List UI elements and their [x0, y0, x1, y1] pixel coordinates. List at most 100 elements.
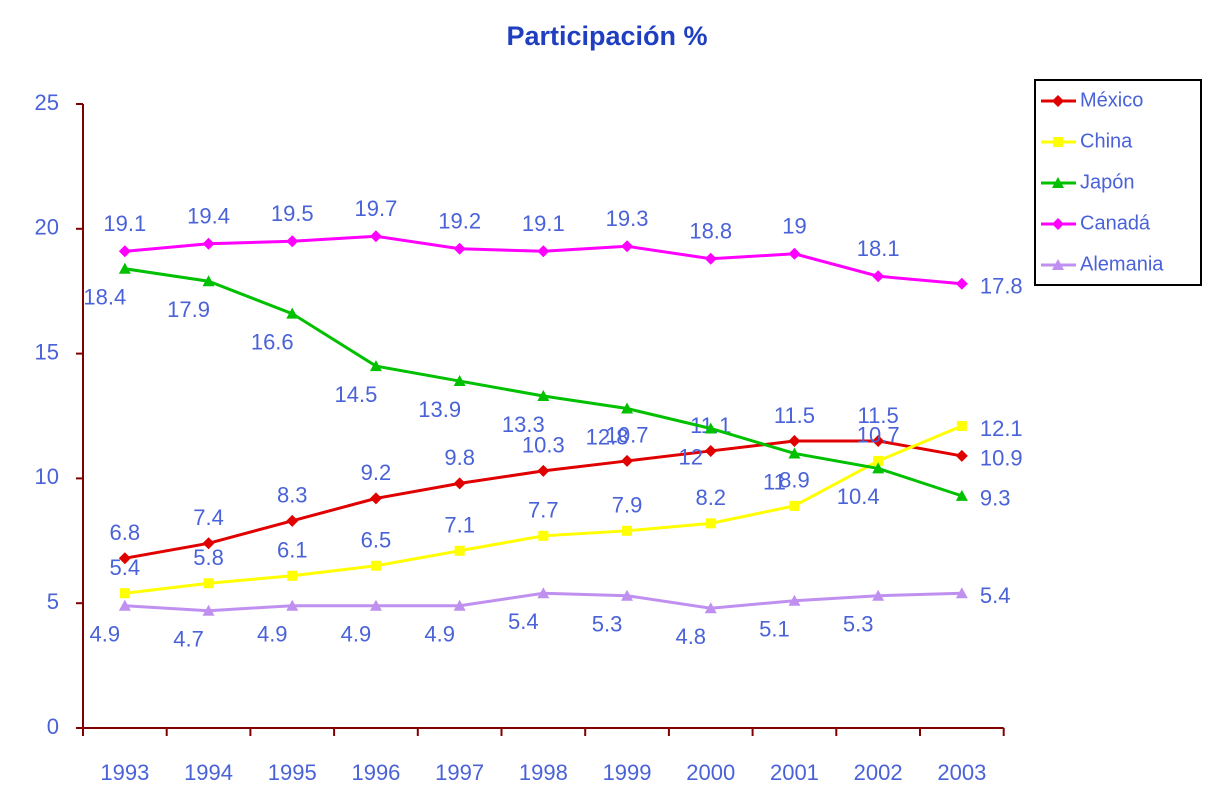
legend-label: Canadá	[1080, 212, 1151, 234]
point	[621, 402, 634, 414]
point	[873, 455, 884, 466]
data-label: 10.3	[522, 433, 565, 458]
point	[872, 434, 885, 447]
data-label: 7.9	[612, 493, 643, 518]
data-label: 19.2	[438, 209, 481, 234]
point	[369, 492, 382, 505]
legend-label: Japón	[1080, 171, 1135, 193]
point	[454, 545, 465, 556]
point	[286, 514, 299, 527]
data-label: 8.9	[779, 468, 810, 493]
data-label: 5.3	[592, 612, 623, 637]
point	[203, 578, 214, 589]
point	[119, 588, 130, 599]
data-label: 13.3	[502, 412, 545, 437]
point	[704, 252, 717, 265]
data-label: 14.5	[335, 382, 378, 407]
x-tick-label: 2001	[770, 760, 819, 785]
data-label: 8.2	[695, 485, 726, 510]
data-label: 4.9	[424, 622, 455, 647]
data-label: 10.7	[606, 423, 649, 448]
point	[872, 589, 885, 601]
point	[286, 235, 299, 248]
data-label: 5.4	[980, 583, 1011, 608]
data-label: 4.7	[173, 627, 204, 652]
x-tick-label: 1998	[519, 760, 568, 785]
point	[202, 275, 215, 287]
data-label: 12.8	[586, 424, 629, 449]
point	[286, 307, 299, 319]
point	[202, 237, 215, 250]
data-label: 9.2	[361, 460, 392, 485]
point	[704, 602, 717, 614]
point	[118, 599, 131, 611]
x-tick-label: 1993	[100, 760, 149, 785]
point	[453, 242, 466, 255]
data-label: 19.3	[606, 206, 649, 231]
point	[955, 449, 968, 462]
point	[1052, 177, 1064, 188]
data-label: 4.9	[341, 622, 372, 647]
point	[622, 525, 633, 536]
data-label: 4.8	[675, 624, 706, 649]
data-label: 13.9	[418, 397, 461, 422]
x-tick-label: 1994	[184, 760, 233, 785]
x-tick-label: 2000	[686, 760, 735, 785]
point	[286, 599, 299, 611]
point	[287, 570, 298, 581]
data-label: 10.9	[980, 446, 1023, 471]
data-label: 19.5	[271, 201, 314, 226]
data-label: 12.1	[980, 416, 1023, 441]
data-label: 6.8	[110, 520, 141, 545]
data-label: 5.1	[759, 617, 790, 642]
point	[621, 589, 634, 601]
legend-label: China	[1080, 130, 1133, 152]
x-tick-label: 1999	[603, 760, 652, 785]
point	[704, 422, 717, 434]
data-label: 5.4	[508, 609, 539, 634]
data-label: 5.4	[110, 555, 141, 580]
y-tick-label: 0	[47, 714, 59, 739]
point	[453, 375, 466, 387]
point	[955, 587, 968, 599]
data-label: 19	[782, 214, 806, 239]
y-tick-label: 5	[47, 589, 59, 614]
line	[124, 234, 962, 286]
data-label: 19.7	[355, 196, 398, 221]
data-label: 11	[763, 469, 786, 494]
data-label: 6.1	[277, 538, 308, 563]
point	[118, 262, 131, 274]
point	[453, 477, 466, 490]
data-label: 17.9	[167, 297, 210, 322]
x-tick-label: 2003	[937, 760, 986, 785]
point	[1052, 218, 1064, 230]
y-tick-label: 15	[35, 339, 59, 364]
data-label: 18.8	[689, 219, 732, 244]
point	[537, 245, 550, 258]
data-label: 4.9	[90, 622, 121, 647]
data-label: 4.9	[257, 622, 288, 647]
point	[537, 587, 550, 599]
data-label: 9.8	[444, 445, 475, 470]
data-label: 17.8	[980, 274, 1023, 299]
point	[118, 552, 131, 565]
point	[369, 360, 382, 372]
point	[956, 420, 967, 431]
data-label: 16.6	[251, 329, 294, 354]
data-label: 18.1	[857, 236, 900, 261]
x-tick-label: 1995	[268, 760, 317, 785]
point	[1052, 95, 1064, 107]
point	[789, 500, 800, 511]
data-label: 19.1	[103, 211, 146, 236]
data-label: 9.3	[980, 486, 1011, 511]
data-label: 5.8	[193, 545, 224, 570]
line	[124, 267, 963, 498]
data-label: 11.5	[858, 403, 899, 428]
point	[370, 560, 381, 571]
point	[1052, 259, 1064, 270]
data-label: 7.7	[528, 498, 559, 523]
point	[537, 464, 550, 477]
point	[872, 462, 885, 474]
data-label: 10.7	[857, 423, 900, 448]
